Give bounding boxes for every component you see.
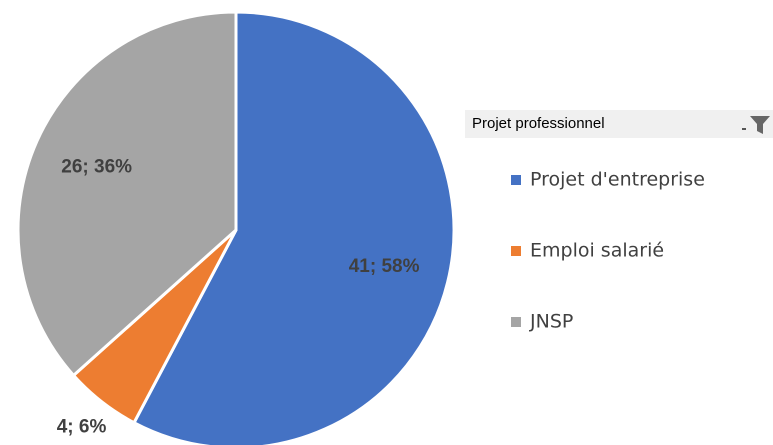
legend-label: Projet d'entreprise	[530, 169, 705, 191]
pie-slice	[132, 10, 456, 445]
legend-label: JNSP	[529, 311, 573, 333]
data-label: 26; 36%	[61, 157, 132, 178]
legend-swatch	[511, 246, 521, 256]
pie-slice	[16, 10, 238, 378]
legend-header	[465, 110, 773, 138]
legend-title: Projet professionnel	[472, 115, 605, 132]
data-label: 41; 58%	[349, 256, 420, 277]
legend-label: Emploi salarié	[530, 240, 664, 262]
data-label: 4; 6%	[57, 416, 107, 437]
legend-swatch	[511, 175, 521, 185]
filter-icon	[750, 116, 770, 134]
legend-swatch	[511, 317, 521, 327]
filter-dash	[742, 128, 746, 130]
filter-button[interactable]	[742, 116, 770, 134]
